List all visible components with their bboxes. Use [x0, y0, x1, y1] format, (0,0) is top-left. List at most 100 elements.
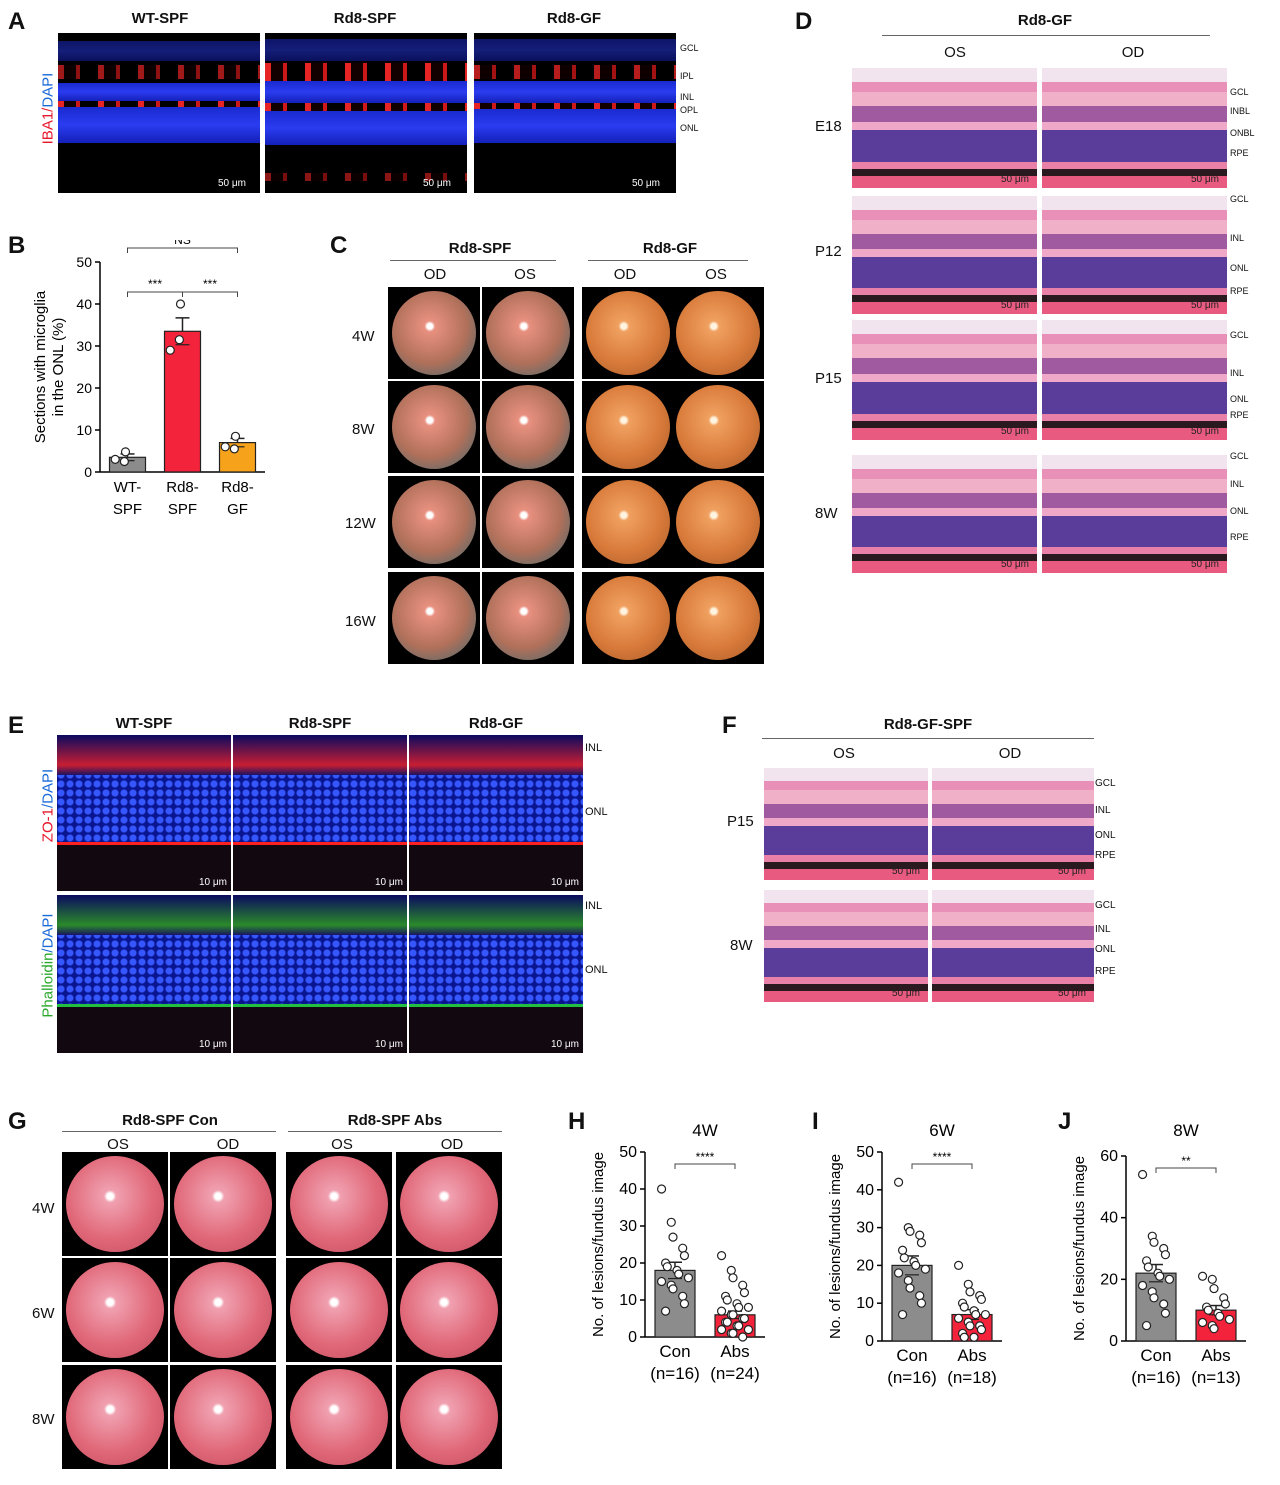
panel-c-eye-1: OD — [423, 266, 447, 283]
stain-zo1-label: ZO-1 — [39, 808, 57, 843]
e-row1-onl: ONL — [585, 806, 608, 818]
data-point — [716, 1251, 727, 1261]
y-axis-label: Sections with microglia — [32, 290, 49, 443]
data-point — [728, 1273, 738, 1283]
y-tick-label: 50 — [856, 1144, 874, 1161]
tissue-band — [932, 803, 1094, 820]
y-tick-label: 20 — [76, 380, 92, 396]
data-point — [726, 1265, 736, 1275]
histo-f-8w-od: 50 μm — [932, 890, 1094, 1002]
tissue-band — [764, 890, 928, 905]
significance-bracket — [182, 291, 238, 297]
x-tick-label: (n=16) — [1131, 1368, 1181, 1387]
fundus-disk — [392, 480, 476, 564]
micrograph-e-phalloidin-2: 10 μm — [233, 895, 407, 1053]
y-tick-label: 40 — [619, 1181, 637, 1198]
junction-line — [57, 842, 231, 846]
fundus-g-r2-c1 — [62, 1258, 168, 1362]
tissue-band — [932, 925, 1094, 942]
histo-d-r1-od: 50 μm — [1042, 68, 1227, 188]
histo-d-r2-od: 50 μm — [1042, 196, 1227, 314]
panel-e-stain2-label: Phalloidin/DAPI — [36, 895, 57, 1050]
f-p15-inl: INL — [1095, 805, 1111, 816]
scale-bar: 50 μm — [892, 866, 920, 877]
fundus-c-r2-c2 — [482, 381, 574, 473]
scale-bar: 50 μm — [1191, 300, 1219, 311]
tissue-band — [932, 790, 1094, 805]
panel-a-title-wt-spf: WT-SPF — [131, 10, 189, 27]
panel-d-eye-os: OS — [944, 44, 966, 61]
tissue-band — [1042, 508, 1227, 518]
tissue-band — [1042, 547, 1227, 556]
data-point — [916, 1298, 927, 1308]
tissue-band — [932, 977, 1094, 986]
x-tick-label: (n=13) — [1191, 1368, 1241, 1387]
tissue-band — [1042, 358, 1227, 375]
significance-label: **** — [933, 1150, 952, 1164]
data-point — [1141, 1320, 1152, 1331]
fundus-c-r1-c1 — [388, 287, 480, 379]
tissue-band — [1042, 233, 1227, 251]
panel-d-eye-od: OD — [1121, 44, 1145, 61]
junction-line — [409, 842, 583, 846]
x-tick-label: SPF — [168, 501, 197, 518]
tissue-band — [852, 68, 1037, 84]
tissue-band — [852, 168, 1037, 177]
y-tick-label: 40 — [856, 1182, 874, 1199]
data-point — [656, 1184, 667, 1194]
histo-d-r2-os: 50 μm — [852, 196, 1037, 314]
fundus-g-r3-c3 — [286, 1365, 392, 1469]
data-point — [738, 1332, 748, 1342]
data-point — [734, 1321, 744, 1331]
panel-c-eye-3: OD — [613, 266, 637, 283]
y-tick-label: 20 — [856, 1257, 874, 1274]
micrograph-a-rd8-gf: 50 μm — [474, 33, 676, 193]
panel-c-group-rd8-spf: Rd8-SPF — [448, 240, 512, 257]
data-point — [120, 447, 131, 457]
stain-dapi-label-e2: /DAPI — [39, 913, 57, 953]
tissue-band — [852, 554, 1037, 563]
scale-bar: 10 μm — [199, 1039, 227, 1050]
tissue-band — [852, 320, 1037, 336]
chart-title: 8W — [1173, 1121, 1199, 1140]
tissue-band — [852, 358, 1037, 375]
fundus-c-r4-c1 — [388, 572, 480, 664]
tissue-band — [852, 478, 1037, 494]
fundus-disk — [392, 576, 476, 660]
d-e18-inbl: INBL — [1230, 106, 1251, 116]
fundus-disk — [400, 1262, 498, 1358]
tissue-band — [932, 868, 1094, 880]
x-tick-label: Con — [659, 1342, 690, 1361]
d-8w-gcl: GCL — [1230, 451, 1249, 461]
x-tick-label: Abs — [1201, 1346, 1230, 1365]
x-tick-label: Con — [896, 1346, 927, 1365]
e-row2-onl: ONL — [585, 964, 608, 976]
y-axis-label: in the ONL (%) — [50, 318, 67, 417]
histo-d-r1-os: 50 μm — [852, 68, 1037, 188]
panel-c-eye-4: OS — [705, 266, 727, 283]
tissue-band — [1042, 334, 1227, 345]
tissue-band — [852, 288, 1037, 297]
tissue-band — [1042, 168, 1227, 177]
panel-g-row-8w: 8W — [32, 1411, 55, 1428]
data-point — [175, 299, 186, 309]
data-point — [899, 1253, 909, 1263]
tissue-band — [1042, 106, 1227, 123]
fundus-disk — [174, 1369, 272, 1465]
histo-d-r3-os: 50 μm — [852, 320, 1037, 440]
f-8w-gcl: GCL — [1095, 900, 1116, 911]
tissue-band — [1042, 320, 1227, 336]
junction-line — [409, 1003, 583, 1007]
tissue-band — [852, 219, 1037, 235]
data-point — [1203, 1305, 1213, 1315]
fundus-g-r3-c2 — [170, 1365, 276, 1469]
inner-layer — [57, 735, 231, 775]
significance-bracket — [674, 1163, 736, 1169]
scale-bar: 10 μm — [551, 877, 579, 888]
tissue-band — [932, 948, 1094, 979]
panel-a-stain-label: IBA1/DAPI — [36, 40, 57, 190]
y-tick-label: 40 — [1100, 1210, 1118, 1227]
tissue-band — [1042, 374, 1227, 384]
fundus-disk — [290, 1369, 388, 1465]
x-tick-label: (n=16) — [650, 1364, 700, 1383]
